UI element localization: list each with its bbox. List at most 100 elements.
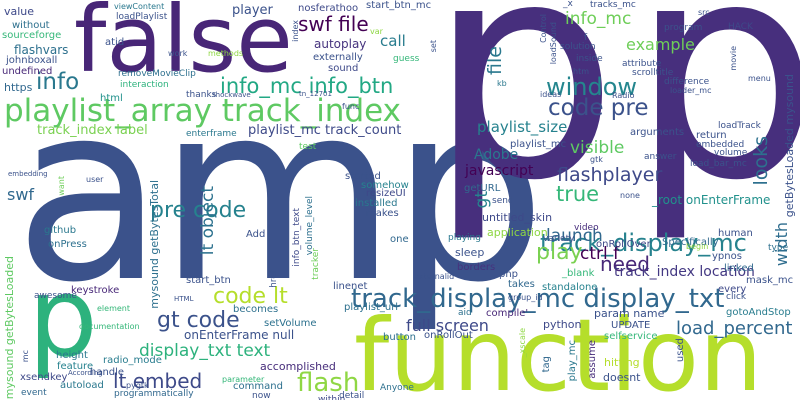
word-autoload: autoload: [60, 380, 104, 391]
word-programmatically: programmatically: [114, 389, 194, 399]
word-start-btn: start_btn: [186, 275, 231, 286]
word-atid: atid: [105, 37, 125, 48]
word-user: user: [86, 175, 104, 184]
word-index: index: [291, 20, 300, 42]
word-none: none: [620, 191, 640, 200]
word-mask-mc: mask_mc: [746, 275, 794, 286]
word-track-display-mc-display-txt: track_display_mc display_txt: [351, 284, 725, 314]
word-event: event: [21, 388, 47, 398]
word-mysound-getbytestotal: mysound getBytesTotal: [148, 180, 161, 309]
word-doesnt: doesnt: [603, 371, 641, 384]
word-mc: mc: [21, 350, 30, 363]
word-track-display-mc: track_display_mc: [540, 229, 747, 257]
word-load-percent: load_percent: [676, 318, 793, 339]
word-guess: guess: [393, 54, 420, 64]
word-param-name: param name: [594, 307, 665, 320]
word-human: human: [718, 228, 753, 239]
word-solution: solution: [560, 42, 596, 52]
word-selfservice: selfservice: [604, 331, 658, 342]
word-according: According: [68, 369, 103, 377]
word-work: work: [168, 49, 188, 58]
word-getbytesloaded-mysound: getBytesLoaded mysound: [783, 74, 796, 218]
word-p-small: p: [28, 253, 98, 381]
word-movie: movie: [729, 46, 738, 71]
word-playlist-mc: playlist_mc: [510, 139, 567, 150]
word-onrollover: onRollOver: [596, 239, 651, 250]
word-autoplay: autoplay: [314, 37, 367, 51]
word-variety: variety: [543, 234, 575, 244]
word-tag: tag: [541, 356, 552, 373]
word-compile: compile': [486, 308, 529, 319]
word-loadtrack: loadTrack: [718, 121, 761, 131]
word-shockwave: shockwave: [212, 91, 251, 99]
word-ideas: ideas: [540, 90, 562, 99]
word-function: function: [354, 297, 763, 400]
word-playlist-size: playlist_size: [477, 118, 568, 136]
word-set: set: [429, 40, 438, 53]
word-start-btn-mc: start_btn_mc: [366, 0, 432, 11]
word-attribute: attribute: [622, 59, 662, 69]
word-gtk: gtk: [590, 155, 603, 164]
word-src: src: [698, 8, 710, 17]
word-ctrl-f: ctrl f: [580, 244, 620, 264]
word-thanks: thanks: [186, 90, 217, 100]
word-type: type: [768, 243, 789, 253]
word-feature: feature: [57, 361, 94, 372]
word-sound: sound: [328, 63, 359, 74]
word-every: every: [718, 284, 747, 295]
word-borders: borders: [457, 262, 496, 273]
word-hack: HACK: [728, 22, 753, 32]
word-example: example: [626, 35, 695, 54]
word-now: now: [252, 391, 271, 400]
word-want: want: [57, 176, 66, 196]
word-root-onenterframe: _root onEnterFrame: [652, 193, 771, 207]
word-makes: makes: [366, 208, 399, 219]
word-anyone: Anyone: [380, 383, 414, 393]
word-flashvars: flashvars: [14, 43, 69, 57]
word-visible: visible: [570, 138, 625, 158]
word-display-txt-text: display_txt text: [139, 341, 271, 361]
word-playlist-url: playlist_url: [344, 302, 399, 313]
word-play-mc: play_mc: [567, 340, 578, 382]
word-flashplayer: flashplayer: [557, 164, 663, 186]
word-aid: aid: [458, 308, 472, 318]
word-send: send: [492, 196, 514, 206]
word-keystroke: keystroke: [71, 285, 120, 296]
word-x: _x: [563, 0, 573, 9]
word-pre-code: pre code: [150, 198, 247, 223]
word-difference: difference: [664, 77, 710, 87]
word-used: used: [675, 338, 686, 363]
word-update: UPDATE: [611, 320, 651, 331]
word-begin: begin: [686, 242, 709, 251]
word-radio-mode: radio_mode: [103, 355, 162, 366]
word-handle: handle: [90, 367, 125, 378]
word-command: command: [233, 381, 283, 392]
word-becomes: becomes: [233, 304, 279, 315]
word-adobe: Adobe: [474, 147, 519, 163]
word-need: need: [600, 252, 650, 276]
word-test: test: [299, 142, 317, 152]
word-group-id: group_id: [508, 293, 543, 302]
word-viewcontent: viewContent: [114, 2, 165, 11]
word-p-big: p p: [428, 0, 800, 246]
word-takes: takes: [508, 279, 535, 290]
word-playing: playing: [448, 233, 481, 243]
word-value: value: [4, 5, 35, 18]
word-linked: linked: [724, 263, 754, 274]
word-volume: volume: [714, 148, 748, 158]
word-button: button: [383, 332, 416, 343]
word-onpress: onPress: [48, 239, 87, 250]
word-removemovieclip: removeMovieClip: [118, 69, 196, 79]
word-htm: htm: [573, 67, 589, 76]
word-geturl: getURL: [464, 183, 501, 194]
word-somehow: somehow: [361, 180, 409, 191]
word-github: github: [44, 225, 77, 236]
word-arguments: arguments: [630, 127, 685, 138]
word-volume-level: volume_level: [305, 196, 315, 256]
word-mysound-getbytesloaded: mysound getBytesLoaded: [3, 256, 16, 400]
word-call: call: [380, 32, 406, 50]
word-swf: swf: [7, 185, 35, 204]
word-johnboxall: johnboxall: [6, 55, 58, 66]
word-embedding: embedding: [8, 170, 48, 178]
